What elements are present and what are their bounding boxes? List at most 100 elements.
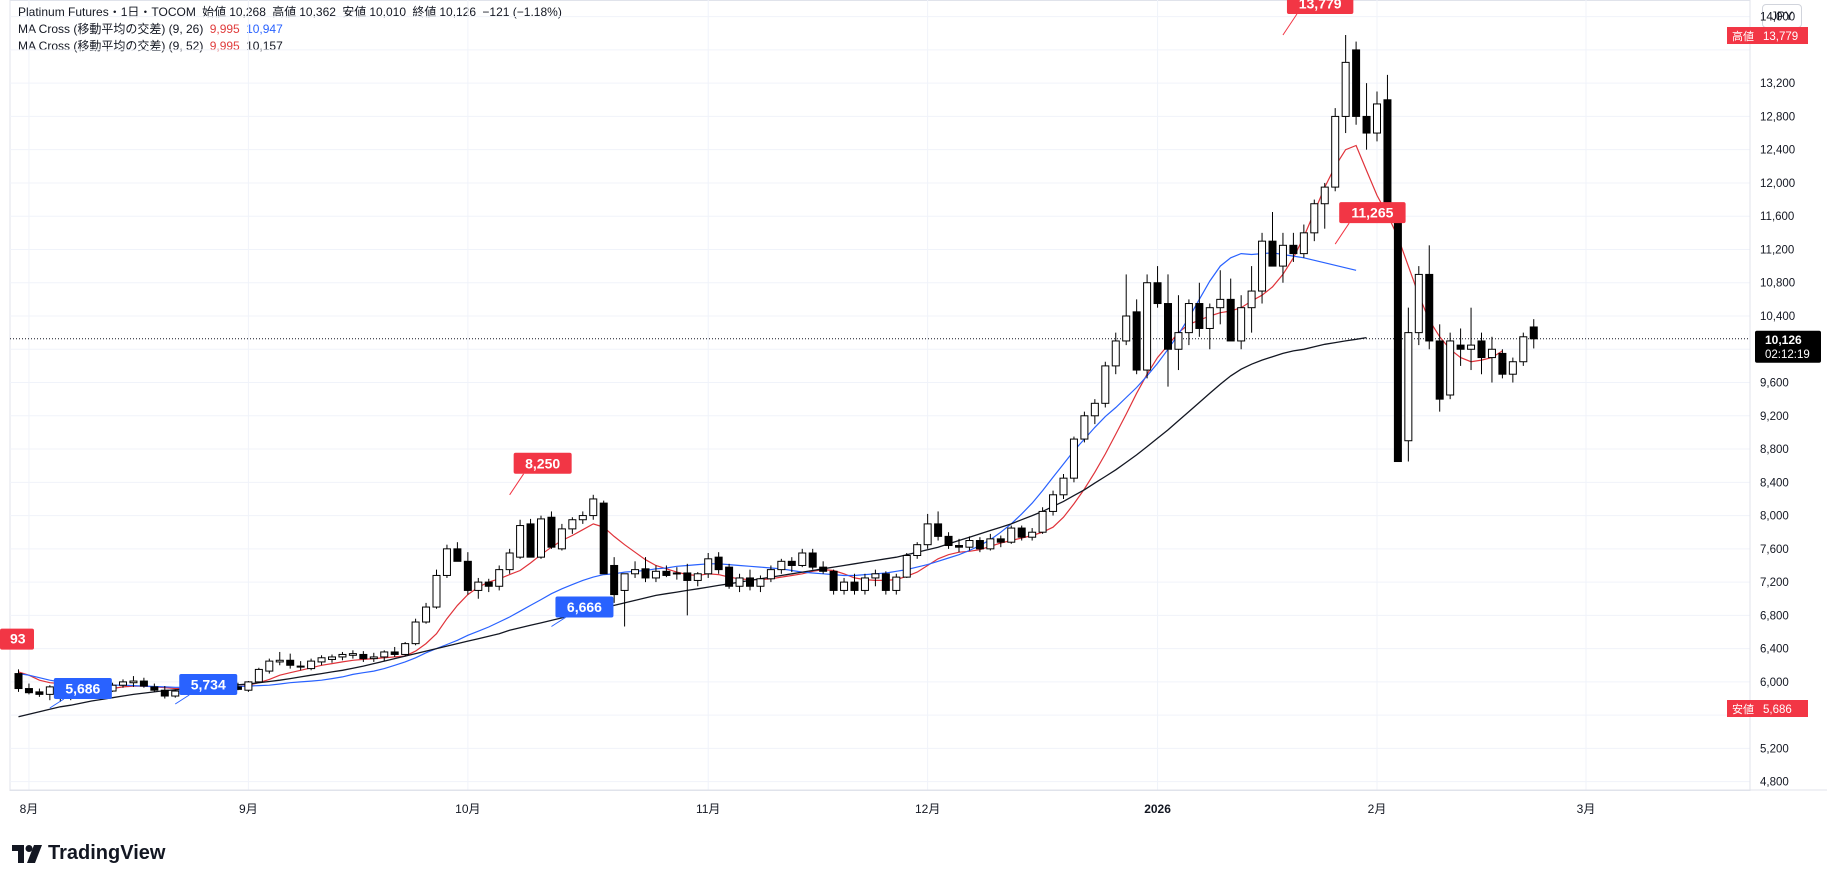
candle-body [892,576,901,591]
candle-body [1362,115,1371,134]
candle [254,667,263,683]
candle-body [944,535,953,547]
candle-body [1435,340,1444,400]
candle-body [1111,340,1120,367]
candle-body [829,570,838,591]
candle-body [756,578,765,587]
candle-body [516,525,525,558]
marker-pointer [174,694,190,705]
candle [1446,332,1455,400]
candle-body [453,548,462,562]
candle-body [422,606,431,623]
candle-body [631,569,640,575]
candle-body [672,572,681,575]
candle [1425,245,1434,350]
last-price-label: 10,126 02:12:19 [1755,330,1821,363]
marker-edge-clipped: 93 [0,628,34,650]
candle-body [547,516,556,548]
candle [296,661,305,671]
symbol-title[interactable]: Platinum Futures・1日・TOCOM [18,5,196,19]
candle-body [1289,244,1298,255]
candle-body [568,519,577,530]
marker-box [179,674,238,696]
ma-line-ma-52 [18,336,1367,718]
marker-box [53,678,112,700]
candle [850,573,859,595]
indicator-value-long: 10,947 [246,22,283,36]
candle [1101,361,1110,408]
candle [348,650,357,659]
candle-body [725,566,734,587]
y-tick-label: 9,200 [1760,411,1789,423]
candle [1122,274,1131,346]
y-tick-label: 13,200 [1760,78,1795,90]
candle-body [1122,315,1131,342]
candle-body [1456,344,1465,350]
candle [1205,303,1214,350]
candle [1111,332,1120,375]
price-label-value-box [1759,700,1808,718]
x-tick-label: 2026 [1144,802,1171,816]
candle [1341,35,1350,134]
candle [275,651,284,666]
candle-body [840,581,849,591]
close-label: 終値 [412,5,437,19]
candle-body [1247,290,1256,309]
legend-indicator-ma-26[interactable]: MA Cross (移動平均の交差) (9, 26) 9,995 10,947 [18,21,286,37]
candle [526,518,535,558]
tradingview-logo[interactable]: TradingView [12,842,165,865]
marker-low: 5,686 [49,678,112,709]
marker-box [1286,0,1354,15]
candle-body [641,568,650,579]
y-tick-label: 5,200 [1760,743,1789,755]
candle [934,511,943,541]
candle-body [1101,365,1110,404]
candle-body [1174,332,1183,350]
indicator-value-short: 9,995 [209,22,240,36]
candle-body [766,569,775,580]
candle [735,573,744,593]
candle [683,563,692,616]
candle-body [986,538,995,550]
candle [1069,436,1078,483]
candle [1143,274,1152,379]
candle-body [651,570,660,579]
candle-body [1320,186,1329,205]
candle [871,569,880,587]
candle [1383,74,1392,221]
candle-body [808,552,817,568]
candle [1299,224,1308,258]
candle [1278,232,1287,283]
marker-label: 6,666 [567,599,602,615]
marker-label: 13,779 [1299,0,1342,12]
y-tick-label: 7,600 [1760,544,1789,556]
candle [568,517,577,534]
change-value: −121 (−1.18%) [482,5,562,19]
candle-body [1425,273,1434,342]
candle-body [1226,298,1235,342]
candle [1456,328,1465,366]
candle-body [1278,244,1287,267]
candle-body [1028,531,1037,538]
candle [1362,83,1371,150]
candle-body [955,545,963,548]
price-label-value-box [1759,27,1808,45]
candle-body [380,651,389,658]
candle [422,602,431,624]
candle [672,567,681,580]
candle [1247,266,1256,333]
candle [986,533,995,551]
y-tick-label: 8,000 [1760,511,1789,523]
candle-body [1184,303,1193,334]
candle [1049,490,1058,516]
marker-box [0,628,34,650]
candle [307,658,316,671]
marker-label: 8,250 [525,455,560,471]
candle-body [1069,438,1078,479]
candles [14,35,1538,702]
candle [505,548,514,574]
candle-body [975,540,984,550]
x-tick-label: 2月 [1368,802,1387,816]
candle [714,552,723,574]
